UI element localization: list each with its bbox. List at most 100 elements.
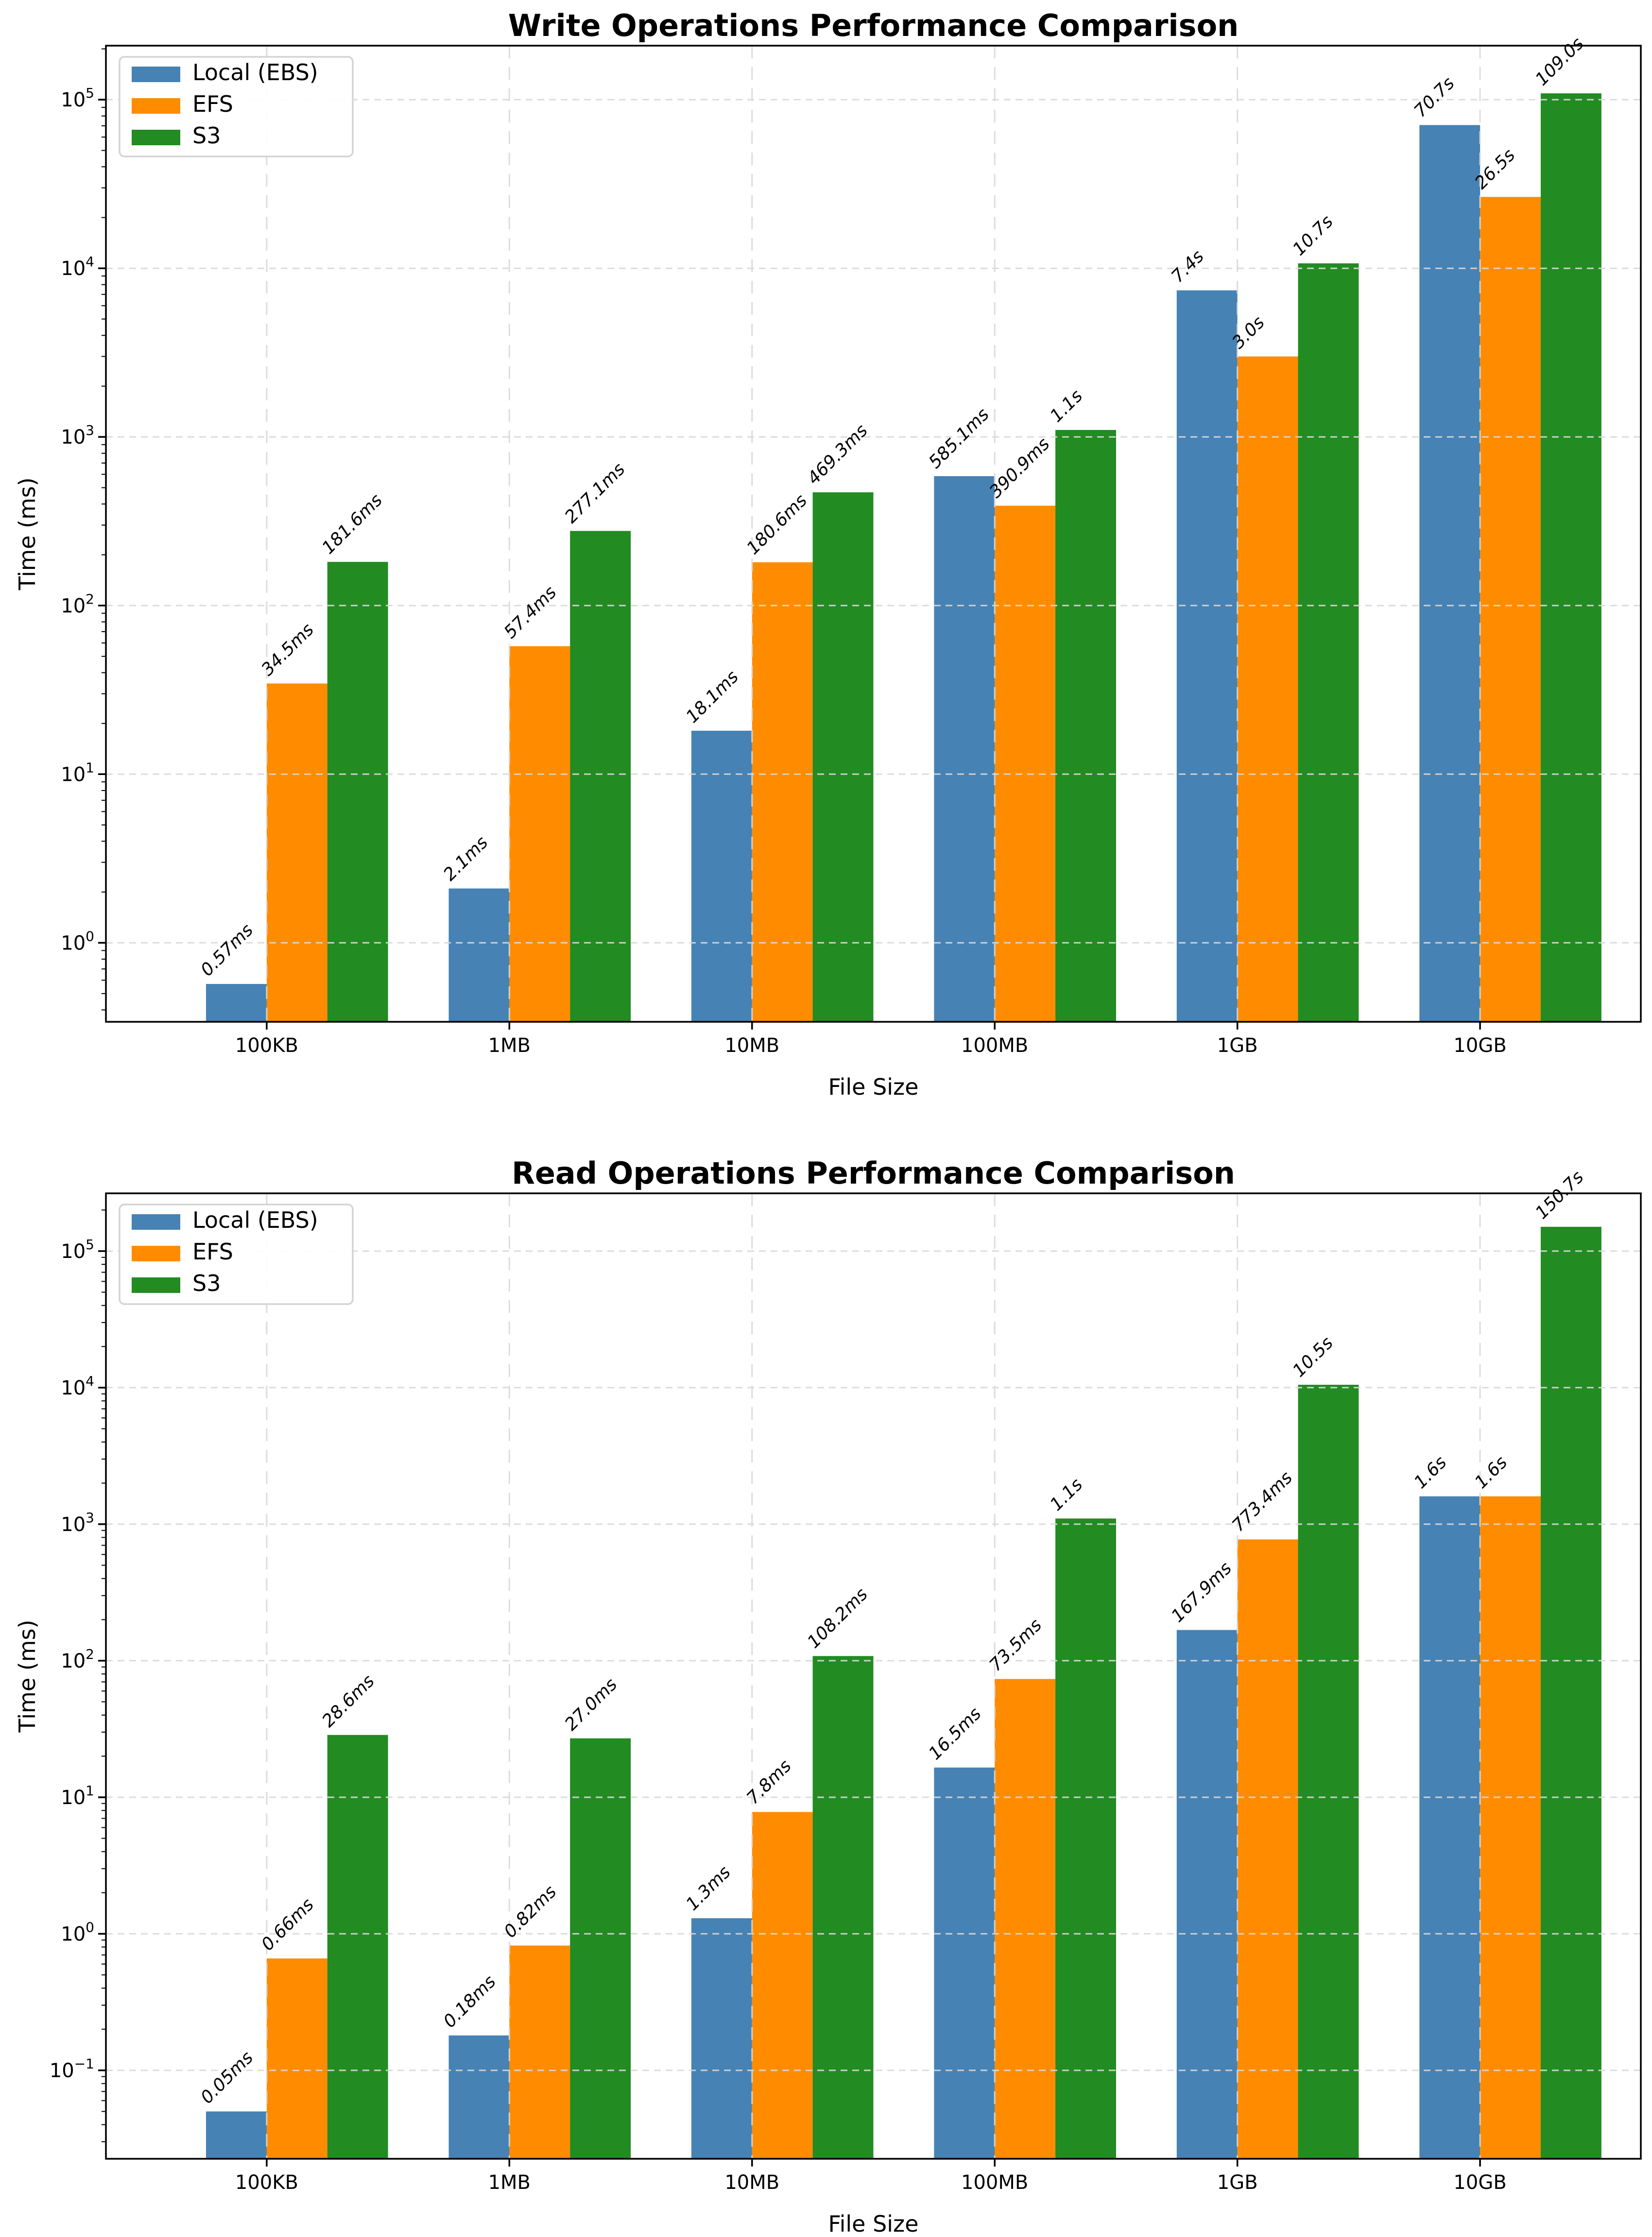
bar-value-label: 1.1s	[1046, 386, 1086, 427]
y-tick-label: 103	[61, 422, 94, 448]
bar-efs	[509, 646, 570, 1022]
y-tick-label: 105	[61, 85, 94, 111]
x-tick-label: 1MB	[488, 1034, 531, 1057]
x-tick-label: 1GB	[1217, 1034, 1258, 1057]
bar-value-label: 167.9ms	[1168, 1558, 1236, 1626]
bar-efs	[752, 1812, 813, 2159]
x-tick-label: 100MB	[961, 2171, 1028, 2194]
bar-s3	[570, 1738, 631, 2159]
bar-efs	[266, 1958, 327, 2159]
bar-value-label: 7.8ms	[743, 1756, 795, 1808]
bar-s3	[327, 1735, 388, 2159]
legend-swatch-s3	[132, 1277, 180, 1293]
bar-value-label: 7.4s	[1168, 246, 1208, 287]
y-axis-label: Time (ms)	[14, 1620, 40, 1733]
bar-value-label: 70.7s	[1411, 73, 1459, 121]
legend-swatch-s3	[132, 130, 180, 145]
x-tick-label: 1GB	[1217, 2171, 1258, 2194]
bar-efs	[509, 1945, 570, 2159]
y-tick-label: 102	[61, 1646, 94, 1672]
y-tick-label: 100	[61, 1919, 94, 1945]
bar-s3	[812, 1656, 874, 2159]
y-tick-label: 101	[61, 759, 94, 786]
bar-value-label: 10.7s	[1289, 211, 1337, 259]
x-tick-label: 100KB	[235, 1034, 298, 1057]
read-chart-title: Read Operations Performance Comparison	[512, 1155, 1235, 1191]
x-tick-label: 10MB	[724, 2171, 779, 2194]
bar-s3	[327, 562, 388, 1022]
plot-area-frame	[105, 1192, 1642, 2160]
bar-s3	[1541, 93, 1601, 1022]
bar-value-label: 0.05ms	[197, 2048, 257, 2108]
legend-label: Local (EBS)	[192, 59, 318, 86]
bar-efs	[752, 562, 813, 1022]
bar-local-ebs	[448, 888, 510, 1022]
legend-item: EFS	[132, 1239, 233, 1265]
write-chart-title: Write Operations Performance Comparison	[508, 8, 1239, 43]
y-tick-label: 10−1	[50, 2056, 94, 2082]
bar-efs	[1480, 197, 1541, 1022]
bar-s3	[1541, 1226, 1601, 2159]
bar-value-label: 18.1ms	[682, 667, 742, 727]
plot-area-frame	[105, 45, 1642, 1023]
legend: Local (EBS) EFS S3	[119, 56, 354, 157]
bar-value-label: 180.6ms	[743, 491, 811, 559]
bar-s3	[1298, 263, 1359, 1022]
bar-value-label: 10.5s	[1289, 1333, 1337, 1381]
bar-value-label: 2.1ms	[440, 832, 492, 885]
bar-value-label: 585.1ms	[925, 404, 993, 472]
bar-value-label: 1.6s	[1411, 1452, 1451, 1493]
bar-value-label: 0.57ms	[197, 920, 257, 981]
bar-local-ebs	[934, 476, 995, 1022]
bar-value-label: 150.7s	[1532, 1167, 1587, 1223]
bar-efs	[995, 505, 1056, 1022]
bar-local-ebs	[206, 2111, 267, 2159]
bar-local-ebs	[691, 1918, 752, 2159]
write-operations-chart: 100 101 102 103 104 105 100KB 1MB 10MB 100MB 1GB 10…	[14, 8, 1642, 1100]
bar-local-ebs	[1419, 125, 1480, 1022]
y-tick-label: 101	[61, 1783, 94, 1809]
bar-s3	[570, 531, 631, 1022]
bar-s3	[1055, 1518, 1116, 2159]
bar-value-label: 1.3ms	[682, 1862, 735, 1915]
x-tick-label: 10MB	[724, 1034, 779, 1057]
bar-efs	[266, 683, 327, 1022]
bar-value-label: 28.6ms	[318, 1671, 379, 1731]
bar-efs	[1237, 356, 1298, 1022]
bar-local-ebs	[934, 1767, 995, 2159]
legend-label: EFS	[192, 91, 233, 117]
legend-item: S3	[132, 1270, 221, 1296]
bar-s3	[1298, 1385, 1359, 2159]
x-axis-label: File Size	[828, 2211, 918, 2237]
bar-value-label: 1.1s	[1046, 1475, 1086, 1515]
bar-value-label: 277.1ms	[561, 459, 629, 527]
legend-swatch-local-ebs	[132, 1214, 180, 1230]
y-tick-label: 105	[61, 1237, 94, 1263]
legend-item: Local (EBS)	[132, 1207, 318, 1233]
legend-item: EFS	[132, 91, 233, 117]
bar-value-label: 773.4ms	[1228, 1468, 1296, 1536]
bar-efs	[995, 1679, 1056, 2159]
legend-item: S3	[132, 122, 221, 149]
legend: Local (EBS) EFS S3	[119, 1204, 354, 1305]
bar-local-ebs	[691, 730, 752, 1022]
y-tick-label: 100	[61, 928, 94, 954]
y-tick-label: 104	[61, 1373, 94, 1399]
bar-value-label: 0.18ms	[440, 1972, 500, 2032]
bar-value-label: 181.6ms	[318, 490, 386, 558]
y-axis-label: Time (ms)	[14, 478, 40, 591]
read-operations-chart: 10−1 100 101 102 103 104 105 100KB 1MB 10MB 100MB 1…	[14, 1155, 1642, 2237]
bar-value-label: 0.82ms	[500, 1882, 561, 1942]
bar-value-label: 27.0ms	[561, 1674, 621, 1735]
x-tick-label: 1MB	[488, 2171, 531, 2194]
y-tick-label: 103	[61, 1510, 94, 1536]
bar-value-label: 469.3ms	[804, 421, 872, 489]
legend-label: Local (EBS)	[192, 1207, 318, 1233]
legend-item: Local (EBS)	[132, 59, 318, 86]
bar-s3	[1055, 430, 1116, 1022]
y-tick-label: 102	[61, 591, 94, 617]
x-tick-label: 10GB	[1453, 2171, 1506, 2194]
bar-value-label: 390.9ms	[986, 434, 1054, 502]
legend-swatch-local-ebs	[132, 67, 180, 82]
